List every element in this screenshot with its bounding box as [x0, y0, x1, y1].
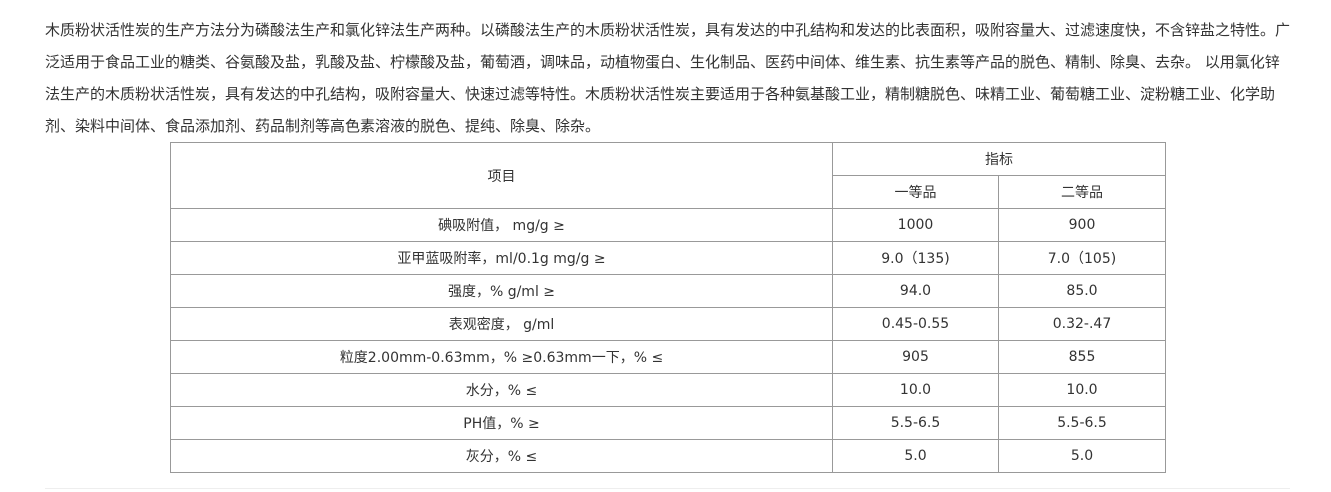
cell-item: PH值，% ≥	[170, 406, 833, 440]
table-row: 亚甲蓝吸附率，ml/0.1g mg/g ≥9.0（135) 7.0（105)	[170, 241, 1166, 275]
cell-item: 灰分，% ≤	[170, 439, 833, 473]
cell-item: 碘吸附值， mg/g ≥	[170, 208, 833, 242]
table-row: 表观密度， g/ml 0.45-0.55 0.32-.47	[170, 307, 1166, 341]
cell-item: 水分，% ≤	[170, 373, 833, 407]
cell-g1: 0.45-0.55	[832, 307, 999, 341]
divider	[45, 488, 1290, 489]
header-grade2: 二等品	[998, 175, 1166, 209]
table-row: 碘吸附值， mg/g ≥1000 900	[170, 208, 1166, 242]
cell-g2: 10.0	[998, 373, 1166, 407]
cell-g1: 9.0（135)	[832, 241, 999, 275]
cell-g2: 5.5-6.5	[998, 406, 1166, 440]
table-row: PH值，% ≥5.5-6.5 5.5-6.5	[170, 406, 1166, 440]
cell-g2: 85.0	[998, 274, 1166, 308]
cell-g2: 855	[998, 340, 1166, 374]
table-row: 粒度2.00mm-0.63mm，% ≥0.63mm一下，% ≤905 855	[170, 340, 1166, 374]
cell-g2: 5.0	[998, 439, 1166, 473]
cell-g1: 905	[832, 340, 999, 374]
cell-g1: 10.0	[832, 373, 999, 407]
table-row: 灰分，% ≤5.0 5.0	[170, 439, 1166, 473]
cell-g1: 5.0	[832, 439, 999, 473]
cell-item: 强度，% g/ml ≥	[170, 274, 833, 308]
cell-item: 亚甲蓝吸附率，ml/0.1g mg/g ≥	[170, 241, 833, 275]
table-header-row: 项目 指标	[170, 142, 1166, 209]
table-row: 水分，% ≤10.0 10.0	[170, 373, 1166, 407]
cell-item: 粒度2.00mm-0.63mm，% ≥0.63mm一下，% ≤	[170, 340, 833, 374]
cell-item: 表观密度， g/ml	[170, 307, 833, 341]
header-grade1: 一等品	[832, 175, 999, 209]
intro-paragraph: 木质粉状活性炭的生产方法分为磷酸法生产和氯化锌法生产两种。以磷酸法生产的木质粉状…	[45, 21, 1291, 135]
cell-g2: 7.0（105)	[998, 241, 1166, 275]
spec-table: 项目 指标 一等品 二等品 碘吸附值， mg/g ≥1000 900 亚甲蓝吸附率，…	[170, 142, 1166, 473]
cell-g2: 900	[998, 208, 1166, 242]
cell-g1: 1000	[832, 208, 999, 242]
cell-g1: 94.0	[832, 274, 999, 308]
cell-g2: 0.32-.47	[998, 307, 1166, 341]
cell-g1: 5.5-6.5	[832, 406, 999, 440]
table-row: 强度，% g/ml ≥94.0 85.0	[170, 274, 1166, 308]
header-index: 指标	[832, 142, 1166, 176]
table-subheader-row: 一等品 二等品	[171, 175, 1166, 209]
header-item: 项目	[170, 142, 833, 209]
